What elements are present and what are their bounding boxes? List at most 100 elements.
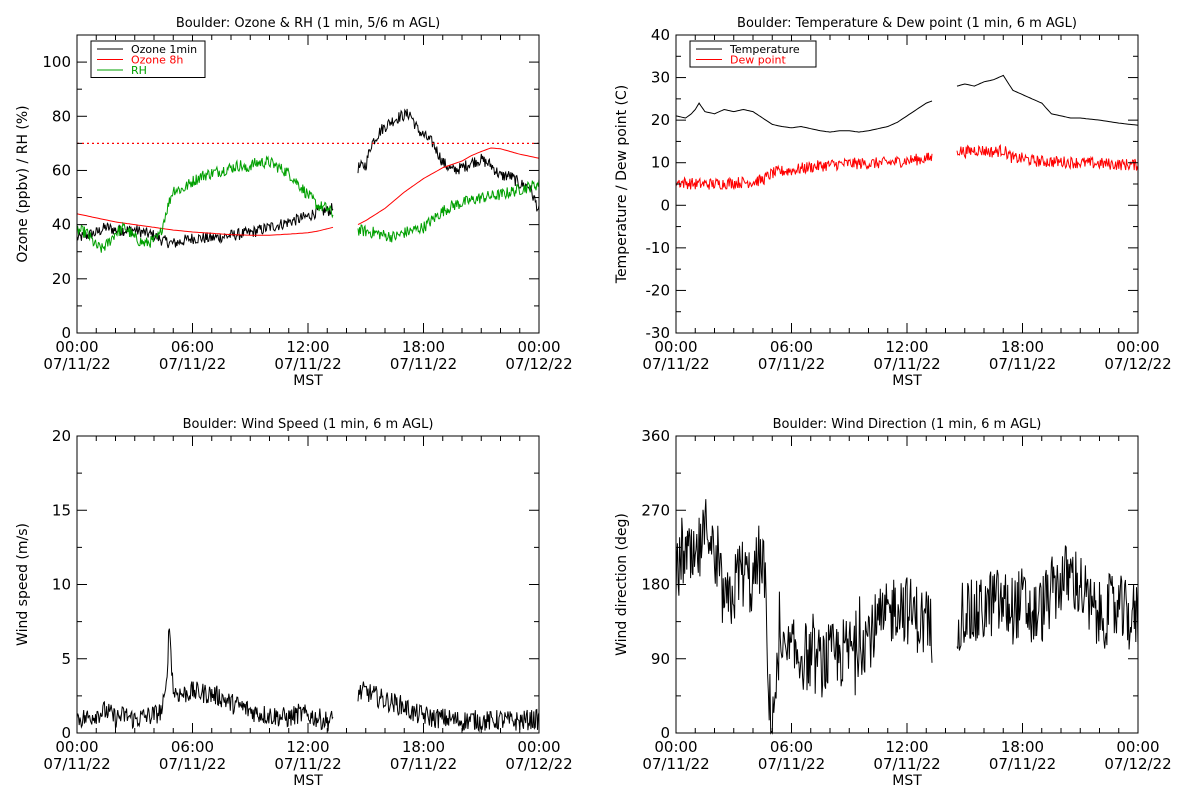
y-tick-label: 80 [52,107,71,125]
series-line-1-segment-1 [76,203,334,249]
x-tick-time-label: 18:00 [402,738,445,756]
y-tick-label: 360 [641,427,670,445]
x-axis-label: MST [892,773,922,789]
x-tick-time-label: 12:00 [885,738,928,756]
plot-frame [76,435,540,734]
series-line-1-segment-2 [956,74,1139,126]
y-axis-label: Ozone (ppbv) / RH (%) [15,105,31,262]
x-tick-date-label: 07/11/22 [642,355,709,373]
series-line-1-segment-2 [357,681,540,733]
x-tick-date-label: 07/12/22 [1104,355,1171,373]
y-axis-label: Wind direction (deg) [614,513,630,656]
x-tick-date-label: 07/12/22 [505,755,572,773]
series-line-2-segment-2 [956,143,1139,171]
y-tick-label: 20 [52,270,71,288]
chart-title: Boulder: Temperature & Dew point (1 min,… [737,16,1077,31]
x-tick-date-label: 07/11/22 [758,755,825,773]
plot-frame [675,34,1139,334]
x-tick-date-label: 07/11/22 [274,755,341,773]
y-tick-label: 40 [52,216,71,234]
series-line-1-segment-2 [357,108,540,212]
x-tick-date-label: 07/11/22 [758,355,825,373]
series-line-2-segment-1 [76,213,334,236]
series-line-1-segment-1 [76,628,334,732]
y-tick-label: 270 [641,501,670,519]
y-tick-label: -20 [646,281,671,299]
x-tick-time-label: 00:00 [517,738,560,756]
x-tick-date-label: 07/12/22 [505,355,572,373]
x-axis-label: MST [293,773,323,789]
y-tick-label: 20 [651,111,670,129]
y-tick-label: 0 [61,324,71,342]
series-line-3-segment-1 [76,155,334,253]
x-tick-time-label: 06:00 [171,338,214,356]
x-tick-date-label: 07/11/22 [873,755,940,773]
x-tick-date-label: 07/11/22 [390,755,457,773]
x-tick-time-label: 12:00 [286,338,329,356]
x-tick-time-label: 00:00 [654,338,697,356]
y-tick-label: -10 [646,239,671,257]
x-tick-date-label: 07/12/22 [1104,755,1171,773]
y-tick-label: -30 [646,324,671,342]
x-tick-date-label: 07/11/22 [159,755,226,773]
plot-frame [76,34,540,334]
x-tick-time-label: 06:00 [770,738,813,756]
legend-label: Ozone 8h [131,54,183,67]
x-tick-time-label: 00:00 [1116,738,1159,756]
y-axis-label: Temperature / Dew point (C) [614,85,630,284]
x-tick-date-label: 07/11/22 [390,355,457,373]
y-axis-label: Wind speed (m/s) [15,523,31,646]
legend-label: Temperature [729,43,800,56]
x-tick-date-label: 07/11/22 [159,355,226,373]
series-line-2-segment-2 [357,147,540,226]
y-tick-label: 0 [61,724,71,742]
x-tick-date-label: 07/11/22 [274,355,341,373]
chart-panel-2: Boulder: Temperature & Dew point (1 min,… [614,16,1172,389]
x-tick-time-label: 00:00 [1116,338,1159,356]
x-tick-date-label: 07/11/22 [989,355,1056,373]
chart-panel-4: Boulder: Wind Direction (1 min, 6 m AGL)… [614,417,1172,789]
legend-box [689,40,817,68]
x-tick-time-label: 00:00 [517,338,560,356]
x-tick-time-label: 00:00 [55,738,98,756]
y-tick-label: 10 [52,576,71,594]
x-tick-time-label: 06:00 [770,338,813,356]
y-tick-label: 0 [660,724,670,742]
chart-title: Boulder: Wind Speed (1 min, 6 m AGL) [183,417,434,432]
chart-title: Boulder: Ozone & RH (1 min, 5/6 m AGL) [176,16,440,31]
series-line-1-segment-1 [675,499,933,735]
y-tick-label: 20 [52,427,71,445]
x-axis-label: MST [892,373,922,389]
legend-label: Dew point [730,54,786,67]
x-tick-time-label: 00:00 [55,338,98,356]
x-tick-time-label: 00:00 [654,738,697,756]
series-line-1-segment-2 [956,545,1139,651]
y-tick-label: 30 [651,69,670,87]
x-tick-date-label: 07/11/22 [43,355,110,373]
y-tick-label: 40 [651,26,670,44]
x-tick-time-label: 12:00 [885,338,928,356]
chart-panel-1: Boulder: Ozone & RH (1 min, 5/6 m AGL) 0 2… [15,16,573,389]
y-tick-label: 5 [61,650,71,668]
y-tick-label: 180 [641,576,670,594]
x-tick-time-label: 06:00 [171,738,214,756]
legend-label: RH [131,64,147,77]
x-tick-time-label: 12:00 [286,738,329,756]
x-tick-time-label: 18:00 [1001,738,1044,756]
series-line-3-segment-2 [357,178,540,243]
y-tick-label: 0 [660,196,670,214]
chart-panel-3: Boulder: Wind Speed (1 min, 6 m AGL) 0 5 10… [15,417,573,789]
x-tick-date-label: 07/11/22 [873,355,940,373]
x-tick-date-label: 07/11/22 [642,755,709,773]
x-tick-time-label: 18:00 [402,338,445,356]
x-tick-date-label: 07/11/22 [43,755,110,773]
y-tick-label: 10 [651,154,670,172]
series-line-2-segment-1 [675,152,933,191]
x-axis-label: MST [293,373,323,389]
chart-title: Boulder: Wind Direction (1 min, 6 m AGL) [773,417,1042,432]
x-tick-date-label: 07/11/22 [989,755,1056,773]
legend-label: Ozone 1min [131,43,197,56]
y-tick-label: 90 [651,650,670,668]
